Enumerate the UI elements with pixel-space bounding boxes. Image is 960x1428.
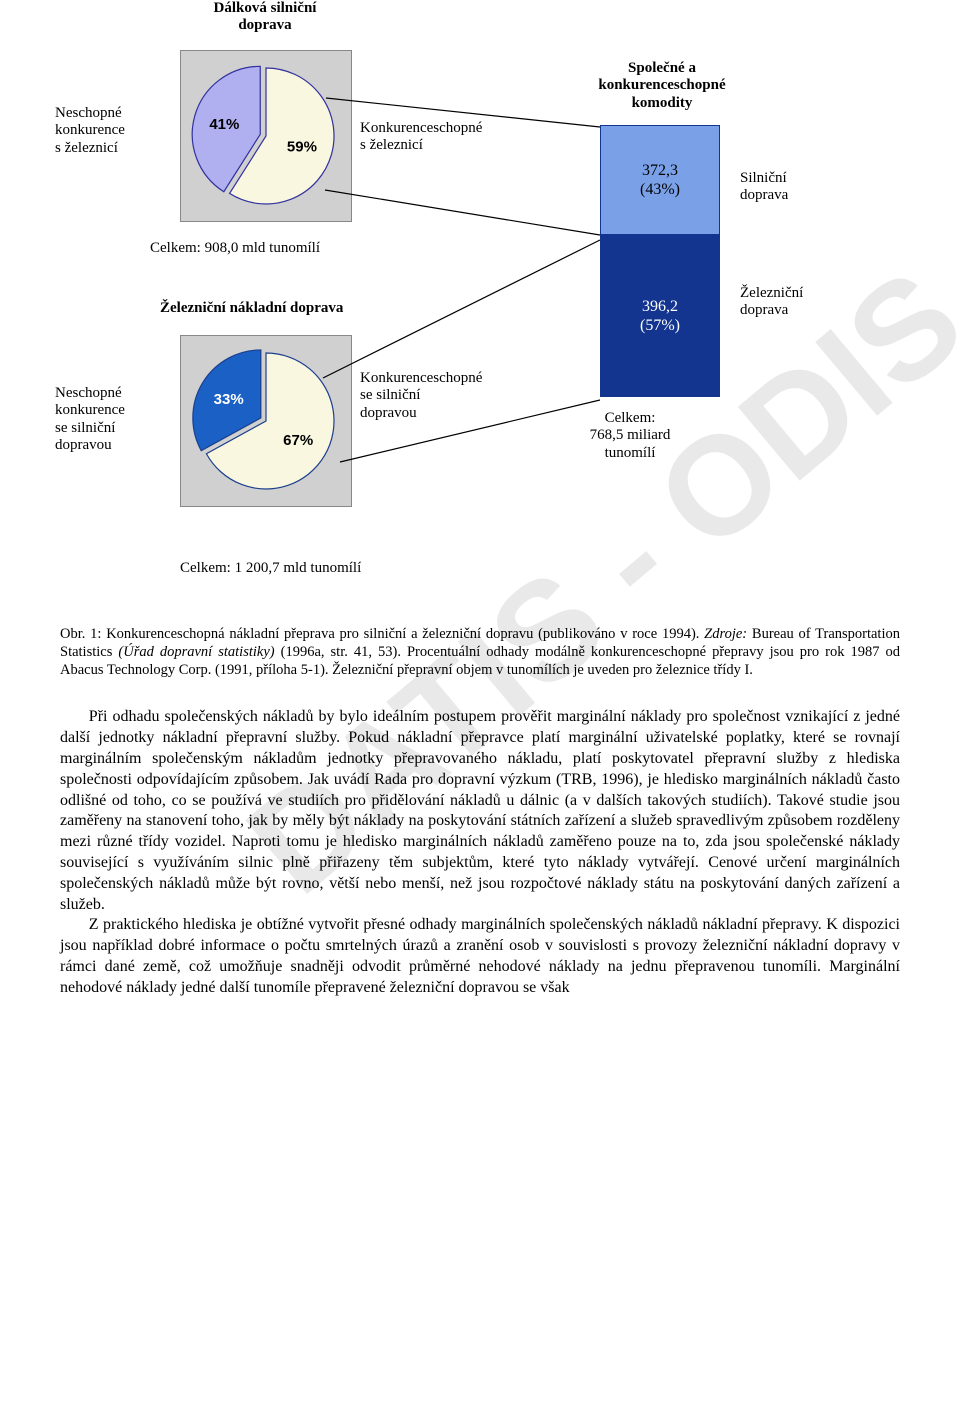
body-text: Při odhadu společenských nákladů by bylo… <box>60 707 900 998</box>
road-title: Dálková silničnídoprava <box>175 0 355 35</box>
bars-header: Společné akonkurenceschopnékomodity <box>577 60 747 112</box>
svg-text:59%: 59% <box>287 138 317 155</box>
road-pie-box: 59% 41% <box>180 50 352 222</box>
figure-konkurenceschopna-preprava: Dálková silničnídoprava 59%41% Neschopné… <box>60 0 900 600</box>
road-total: Celkem: 908,0 mld tunomílí <box>150 240 410 257</box>
road-left-label: Neschopnékonkurences železnicí <box>55 105 175 157</box>
road-pie: 59% 41% <box>181 51 351 221</box>
bar-bottom-pct: (57%) <box>640 316 680 335</box>
bar-top-value: 372,3 <box>642 161 678 180</box>
rail-title: Železniční nákladní doprava <box>160 300 440 317</box>
svg-text:33%: 33% <box>214 391 244 408</box>
rail-left-label: Neschopnékonkurencese silničnídopravou <box>55 385 175 454</box>
bar-stack: 372,3 (43%) 396,2 (57%) <box>600 125 720 397</box>
bar-bottom-value: 396,2 <box>642 297 678 316</box>
rail-pie: 67% 33% <box>181 336 351 506</box>
rail-pie-box: 67% 33% <box>180 335 352 507</box>
bar-bottom: 396,2 (57%) <box>600 235 720 397</box>
bar-top-right-label: Silničnídoprava <box>740 170 840 205</box>
body-paragraph: Z praktického hlediska je obtížné vytvoř… <box>60 915 900 998</box>
svg-text:67%: 67% <box>283 432 313 449</box>
body-paragraph: Při odhadu společenských nákladů by bylo… <box>60 707 900 915</box>
bars-footer: Celkem:768,5 miliardtunomílí <box>560 410 700 462</box>
bar-bottom-right-label: Železničnídoprava <box>740 285 840 320</box>
figure-caption: Obr. 1: Konkurenceschopná nákladní přepr… <box>60 625 900 679</box>
road-right-label: Konkurenceschopnés železnicí <box>360 120 530 155</box>
svg-text:41%: 41% <box>209 116 239 133</box>
bar-top-pct: (43%) <box>640 180 680 199</box>
rail-total: Celkem: 1 200,7 mld tunomílí <box>180 560 440 577</box>
rail-right-label: Konkurenceschopnése silničnídopravou <box>360 370 530 422</box>
bar-top: 372,3 (43%) <box>600 125 720 235</box>
